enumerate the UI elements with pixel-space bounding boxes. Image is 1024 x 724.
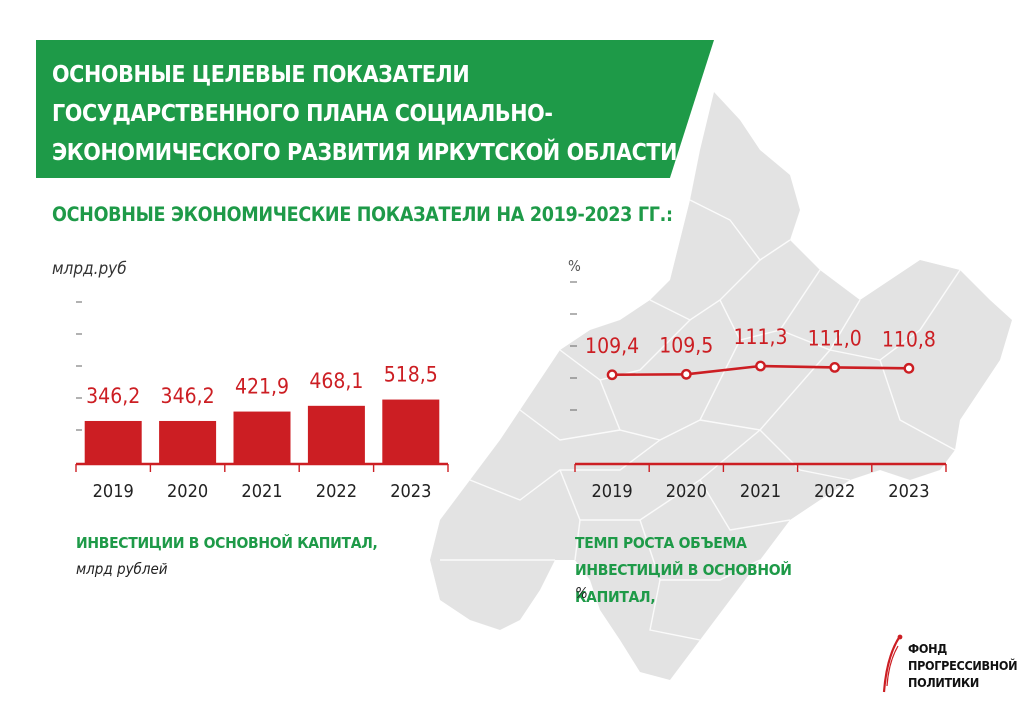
logo-line-3: ПОЛИТИКИ bbox=[908, 675, 980, 690]
x-tick-label: 2023 bbox=[390, 481, 431, 502]
bar-value-label: 518,5 bbox=[384, 363, 438, 387]
x-tick-label: 2021 bbox=[740, 481, 781, 502]
right-chart-caption: ТЕМП РОСТА ОБЪЕМА ИНВЕСТИЦИЙ В ОСНОВНОЙ … bbox=[575, 534, 792, 606]
bar-2021 bbox=[233, 411, 291, 464]
point-2021 bbox=[755, 360, 766, 372]
point-value-label: 110,8 bbox=[882, 327, 936, 351]
left-chart-caption-unit: млрд рублей bbox=[76, 560, 168, 578]
point-value-label: 111,3 bbox=[733, 325, 787, 349]
bar-value-label: 421,9 bbox=[235, 375, 289, 399]
x-tick-label: 2022 bbox=[316, 481, 357, 502]
section-subtitle: ОСНОВНЫЕ ЭКОНОМИЧЕСКИЕ ПОКАЗАТЕЛИ НА 201… bbox=[52, 203, 673, 226]
x-tick-label: 2021 bbox=[241, 481, 282, 502]
x-tick-label: 2019 bbox=[591, 481, 632, 502]
left-chart-caption: ИНВЕСТИЦИИ В ОСНОВНОЙ КАПИТАЛ, bbox=[76, 534, 378, 552]
logo-text: ФОНД ПРОГРЕССИВНОЙ ПОЛИТИКИ bbox=[908, 640, 1018, 691]
x-tick-label: 2023 bbox=[888, 481, 929, 502]
point-value-label: 109,4 bbox=[585, 334, 639, 358]
point-2022 bbox=[829, 361, 841, 373]
header-banner bbox=[36, 40, 714, 178]
x-tick-label: 2020 bbox=[666, 481, 707, 502]
logo-line-1: ФОНД bbox=[908, 641, 947, 656]
region-map-shape bbox=[430, 92, 1012, 680]
point-value-label: 111,0 bbox=[808, 326, 862, 350]
bar-2022 bbox=[307, 405, 365, 464]
bar-2019 bbox=[84, 420, 142, 464]
foundation-logo: ФОНД ПРОГРЕССИВНОЙ ПОЛИТИКИ bbox=[878, 632, 1018, 702]
bar-2020 bbox=[159, 420, 217, 464]
left-chart-unit: млрд.руб bbox=[52, 259, 127, 279]
rocket-icon bbox=[882, 634, 903, 693]
x-tick-label: 2022 bbox=[814, 481, 855, 502]
bar-value-label: 346,2 bbox=[86, 384, 140, 408]
logo-line-2: ПРОГРЕССИВНОЙ bbox=[908, 658, 1018, 673]
bar-value-label: 468,1 bbox=[309, 369, 363, 393]
point-2019 bbox=[606, 369, 618, 381]
point-2020 bbox=[680, 368, 692, 380]
page-title: ОСНОВНЫЕ ЦЕЛЕВЫЕ ПОКАЗАТЕЛИ ГОСУДАРСТВЕН… bbox=[52, 62, 677, 205]
right-chart-caption-unit: % bbox=[575, 584, 588, 602]
bar-2023 bbox=[382, 399, 440, 464]
point-2023 bbox=[903, 362, 915, 374]
x-tick-label: 2020 bbox=[167, 481, 208, 502]
x-tick-label: 2019 bbox=[93, 481, 134, 502]
right-chart-unit: % bbox=[568, 257, 581, 275]
bar-value-label: 346,2 bbox=[161, 384, 215, 408]
point-value-label: 109,5 bbox=[659, 333, 713, 357]
